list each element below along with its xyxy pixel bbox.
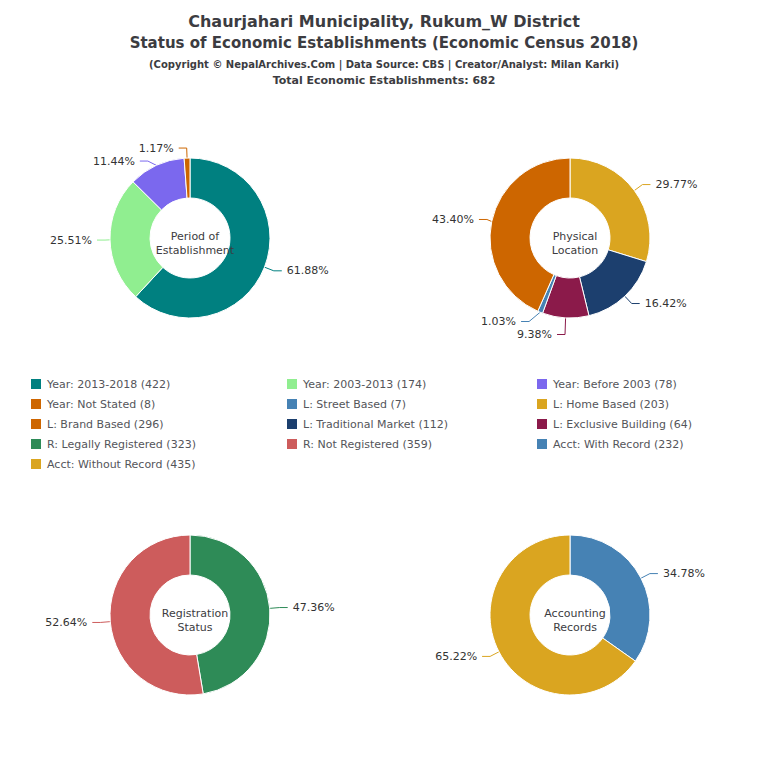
svg-text:Year: 2003-2013 (174): Year: 2003-2013 (174) [302,378,426,391]
svg-text:9.38%: 9.38% [517,328,552,341]
svg-text:Total Economic Establishments:: Total Economic Establishments: 682 [273,74,496,87]
svg-text:61.88%: 61.88% [287,264,329,277]
svg-text:47.36%: 47.36% [293,601,335,614]
svg-text:Year: Not Stated (8): Year: Not Stated (8) [46,398,155,411]
svg-text:Status: Status [177,621,212,634]
svg-text:1.17%: 1.17% [139,142,174,155]
svg-text:Records: Records [553,621,597,634]
svg-text:11.44%: 11.44% [93,155,135,168]
svg-text:Year: 2013-2018 (422): Year: 2013-2018 (422) [46,378,170,391]
svg-text:L: Brand Based (296): L: Brand Based (296) [47,418,163,431]
svg-text:29.77%: 29.77% [655,178,697,191]
svg-text:L: Street Based (7): L: Street Based (7) [303,398,406,411]
svg-text:16.42%: 16.42% [645,297,687,310]
svg-text:Status of Economic Establishme: Status of Economic Establishments (Econo… [130,34,639,52]
svg-text:R: Not Registered (359): R: Not Registered (359) [303,438,432,451]
svg-text:L: Traditional Market (112): L: Traditional Market (112) [303,418,448,431]
svg-text:L: Exclusive Building (64): L: Exclusive Building (64) [553,418,692,431]
svg-text:(Copyright © NepalArchives.Com: (Copyright © NepalArchives.Com | Data So… [149,59,619,71]
svg-text:34.78%: 34.78% [663,567,705,580]
svg-text:Year: Before 2003 (78): Year: Before 2003 (78) [552,378,677,391]
svg-text:Chaurjahari Municipality, Ruku: Chaurjahari Municipality, Rukum_W Distri… [188,12,580,31]
svg-text:Location: Location [552,244,599,257]
svg-text:43.40%: 43.40% [432,213,474,226]
svg-text:1.03%: 1.03% [481,315,516,328]
svg-text:Acct: Without Record (435): Acct: Without Record (435) [47,458,196,471]
svg-text:R: Legally Registered (323): R: Legally Registered (323) [47,438,196,451]
svg-text:Physical: Physical [553,230,598,243]
svg-text:Period of: Period of [171,230,221,243]
svg-text:Acct: With Record (232): Acct: With Record (232) [553,438,684,451]
svg-text:Accounting: Accounting [544,607,605,620]
svg-text:Establishment: Establishment [156,244,235,257]
svg-text:52.64%: 52.64% [45,616,87,629]
svg-text:L: Home Based (203): L: Home Based (203) [553,398,669,411]
svg-text:65.22%: 65.22% [435,650,477,663]
svg-text:25.51%: 25.51% [50,234,92,247]
svg-text:Registration: Registration [162,607,228,620]
